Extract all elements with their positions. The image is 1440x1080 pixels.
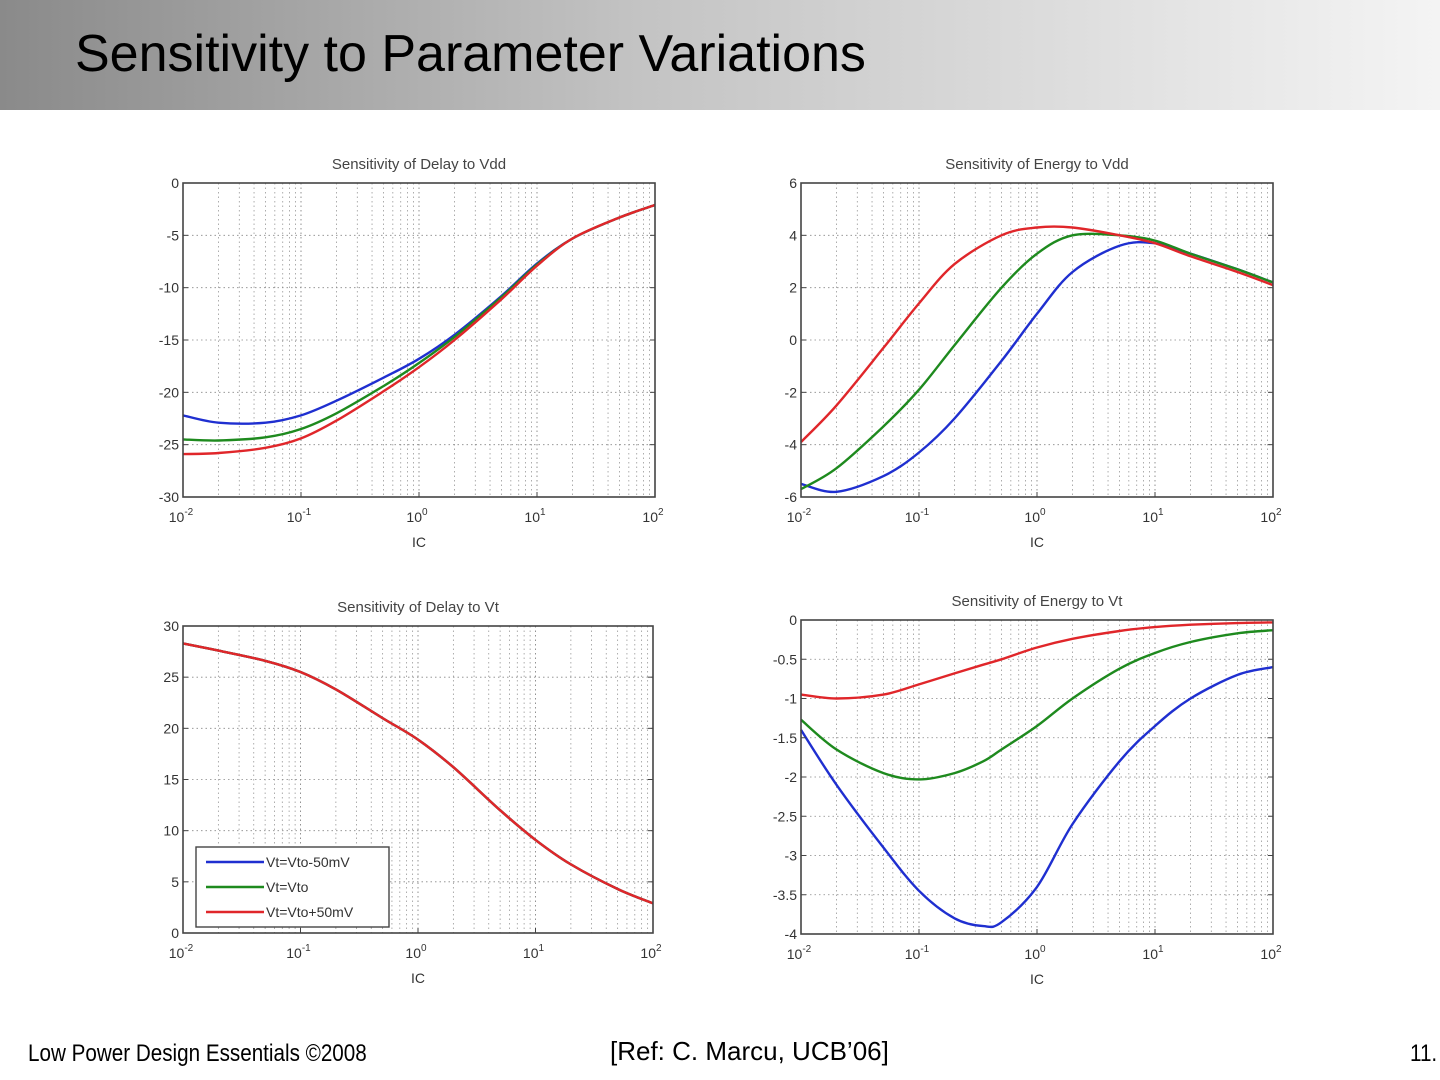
- y-tick-label: 0: [171, 175, 179, 191]
- chart-energy-vdd: 6 4 2 0 -2 -4 -6 10-2 10-1 100 101 102 Sensitivity o…: [768, 145, 1298, 560]
- y-tick-label: -4: [785, 437, 798, 453]
- x-tick-label: 10-1: [905, 944, 930, 962]
- x-tick-label: 101: [1142, 944, 1164, 962]
- x-tick-label: 101: [523, 943, 545, 961]
- footer-reference: [Ref: C. Marcu, UCB’06]: [610, 1036, 889, 1066]
- grid: [183, 183, 655, 497]
- y-tick-label: -20: [159, 384, 179, 400]
- y-tick-label: 30: [163, 618, 179, 634]
- chart-delay-vt: 30 25 20 15 10 5 0 10-2 10-1 100 101 102 Sensitivity…: [150, 588, 680, 998]
- x-tick-label: 10-2: [787, 944, 812, 962]
- y-tick-label: 4: [789, 227, 797, 243]
- chart-title: Sensitivity of Energy to Vdd: [945, 156, 1128, 173]
- chart-energy-vt: 0 -0.5 -1 -1.5 -2 -2.5 -3 -3.5 -4 10-2 10-1 100 101 1…: [768, 582, 1298, 997]
- x-tick-label: 100: [1024, 944, 1046, 962]
- x-axis-label: IC: [1030, 534, 1044, 550]
- x-axis-label: IC: [411, 970, 425, 986]
- y-tick-label: -2: [785, 384, 798, 400]
- y-tick-label: -3.5: [773, 887, 797, 903]
- grid: [801, 620, 1273, 934]
- chart-svg: 30 25 20 15 10 5 0 10-2 10-1 100 101 102 Sensitivity…: [163, 599, 662, 986]
- y-tick-label: -1.5: [773, 730, 797, 746]
- legend-label: Vt=Vto-50mV: [266, 854, 350, 870]
- legend-label: Vt=Vto: [266, 879, 309, 895]
- x-tick-label: 101: [524, 507, 546, 525]
- y-tick-label: 20: [163, 720, 179, 736]
- x-tick-label: 102: [642, 507, 664, 525]
- chart-svg: 6 4 2 0 -2 -4 -6 10-2 10-1 100 101 102 Sensitivity o…: [785, 156, 1282, 550]
- grid: [183, 626, 653, 933]
- x-tick-label: 10-1: [905, 507, 930, 525]
- series-line-vt-vto-50mv: [182, 642, 654, 905]
- y-tick-label: 0: [171, 925, 179, 941]
- y-tick-label: 25: [163, 669, 179, 685]
- y-tick-label: -2: [785, 769, 798, 785]
- x-tick-label: 10-2: [169, 943, 194, 961]
- y-tick-label: -5: [167, 227, 180, 243]
- y-tick-label: 6: [789, 175, 797, 191]
- series-line-vt-vto-50mv: [182, 203, 656, 456]
- x-tick-label: 100: [1024, 507, 1046, 525]
- y-tick-label: 5: [171, 874, 179, 890]
- y-tick-label: -10: [159, 280, 179, 296]
- y-tick-label: -1: [785, 691, 798, 707]
- y-tick-label: -4: [785, 926, 798, 942]
- x-axis-label: IC: [1030, 971, 1044, 987]
- y-tick-label: -3: [785, 848, 798, 864]
- chart-title: Sensitivity of Delay to Vdd: [332, 156, 506, 173]
- y-tick-label: -15: [159, 332, 179, 348]
- y-tick-label: 10: [163, 823, 179, 839]
- x-tick-label: 10-2: [787, 507, 812, 525]
- x-tick-label: 10-1: [287, 507, 312, 525]
- chart-svg: 0 -5 -10 -15 -20 -25 -30 10-2 10-1 100 101 102 Sensi…: [159, 156, 664, 550]
- y-tick-label: 15: [163, 772, 179, 788]
- x-tick-label: 102: [640, 943, 662, 961]
- y-tick-label: -2.5: [773, 808, 797, 824]
- chart-title: Sensitivity of Energy to Vt: [952, 593, 1124, 610]
- y-tick-label: -25: [159, 437, 179, 453]
- x-tick-label: 10-1: [286, 943, 311, 961]
- x-tick-label: 102: [1260, 944, 1282, 962]
- series-line-vt-vto-50mv: [799, 665, 1274, 929]
- series-line-vt-vto: [800, 629, 1274, 781]
- series-line-vt-vto: [800, 232, 1274, 491]
- page-number: 11.: [1410, 1040, 1438, 1067]
- series-line-vt-vto-50mv: [800, 621, 1274, 700]
- y-tick-label: 0: [789, 332, 797, 348]
- y-tick-label: -6: [785, 489, 798, 505]
- y-tick-label: -0.5: [773, 651, 797, 667]
- grid: [801, 183, 1273, 497]
- chart-delay-vdd: 0 -5 -10 -15 -20 -25 -30 10-2 10-1 100 101 102 Sensi…: [150, 145, 680, 560]
- footer-copyright: Low Power Design Essentials ©2008: [28, 1040, 367, 1067]
- chart-title: Sensitivity of Delay to Vt: [337, 599, 500, 616]
- x-axis-label: IC: [412, 534, 426, 550]
- x-tick-label: 100: [406, 507, 428, 525]
- x-tick-label: 10-2: [169, 507, 194, 525]
- y-tick-label: 2: [789, 280, 797, 296]
- chart-svg: 0 -0.5 -1 -1.5 -2 -2.5 -3 -3.5 -4 10-2 10-1 100 101 1…: [773, 593, 1282, 987]
- y-tick-label: 0: [789, 612, 797, 628]
- series-line-vt-vto-50mv: [800, 225, 1274, 443]
- legend-label: Vt=Vto+50mV: [266, 904, 354, 920]
- slide-title: Sensitivity to Parameter Variations: [75, 25, 866, 83]
- title-bar: Sensitivity to Parameter Variations: [0, 0, 1440, 110]
- x-tick-label: 101: [1142, 507, 1164, 525]
- x-tick-label: 100: [405, 943, 427, 961]
- legend: Vt=Vto-50mV Vt=Vto Vt=Vto+50mV: [195, 846, 390, 928]
- y-tick-label: -30: [159, 489, 179, 505]
- x-tick-label: 102: [1260, 507, 1282, 525]
